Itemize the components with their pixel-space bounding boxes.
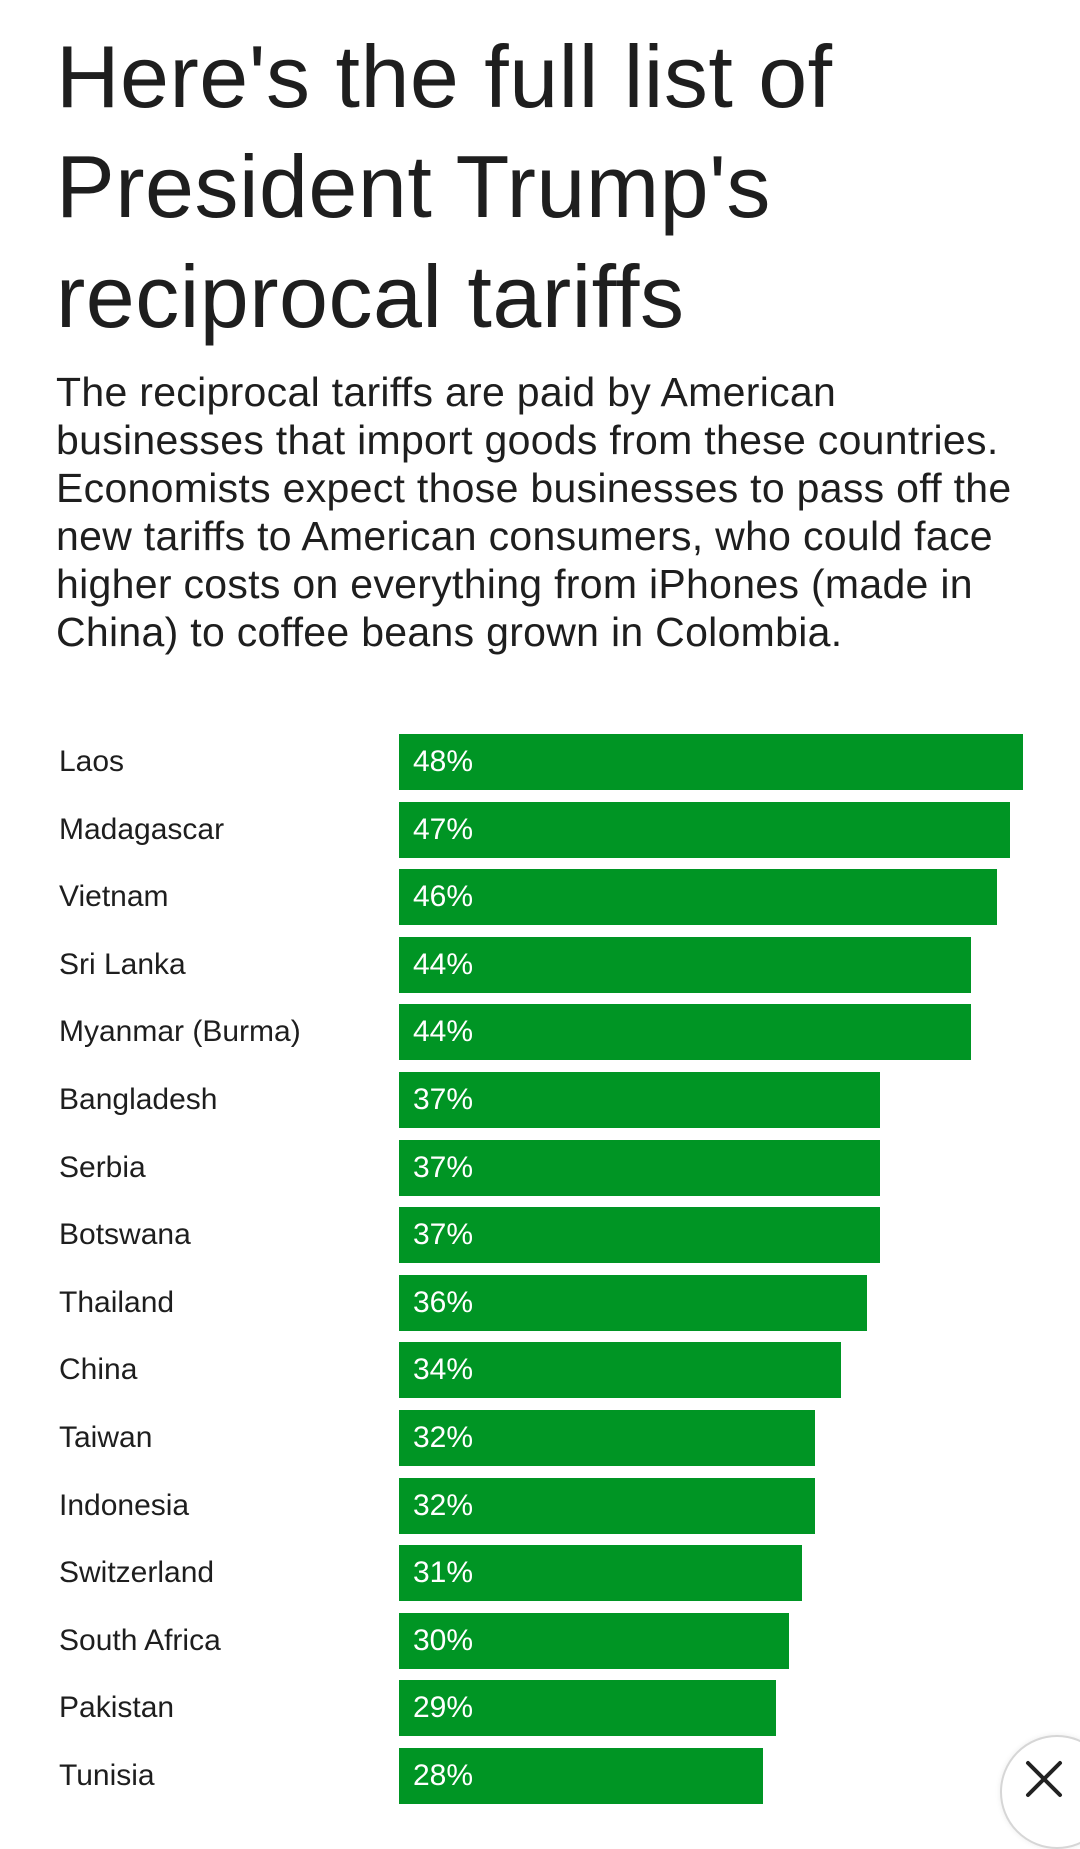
country-label: Switzerland — [59, 1556, 215, 1590]
tariff-bar: 28% — [399, 1748, 763, 1804]
tariff-bar: 34% — [399, 1342, 841, 1399]
tariff-bar: 37% — [399, 1207, 880, 1264]
tariff-value-label: 37% — [413, 1218, 474, 1252]
country-label: Thailand — [59, 1285, 175, 1319]
tariff-value-label: 48% — [413, 745, 474, 778]
tariff-bar: 37% — [399, 1139, 880, 1196]
tariff-value-label: 29% — [413, 1691, 474, 1725]
chart-row: Vietnam 46% — [0, 869, 1080, 926]
tariff-bar: 46% — [399, 869, 997, 926]
country-label: Madagascar — [59, 812, 225, 846]
tariff-bar-chart: Laos 48% Madagascar 47% Vietnam 46% Sri Lanka 4… — [0, 734, 1080, 1804]
chart-row: Thailand 36% — [0, 1274, 1080, 1331]
chart-row: Indonesia 32% — [0, 1477, 1080, 1534]
tariff-bar: 31% — [399, 1545, 802, 1602]
tariff-value-label: 44% — [413, 1015, 474, 1049]
country-label: South Africa — [59, 1623, 221, 1657]
country-label: Sri Lanka — [59, 947, 186, 981]
country-label: Serbia — [59, 1150, 146, 1184]
tariff-bar: 44% — [399, 936, 971, 993]
page-subtitle: The reciprocal tariffs are paid by Ameri… — [56, 369, 1012, 655]
close-icon — [1026, 1761, 1062, 1797]
chart-row: South Africa 30% — [0, 1612, 1080, 1669]
tariff-value-label: 30% — [413, 1623, 474, 1657]
tariff-value-label: 46% — [413, 880, 474, 914]
chart-row: Serbia 37% — [0, 1139, 1080, 1196]
country-label: Laos — [59, 745, 125, 778]
country-label: China — [59, 1353, 138, 1387]
chart-row: Botswana 37% — [0, 1207, 1080, 1264]
tariff-value-label: 32% — [413, 1488, 474, 1522]
chart-row: Pakistan 29% — [0, 1680, 1080, 1737]
country-label: Tunisia — [59, 1759, 155, 1792]
tariff-value-label: 31% — [413, 1556, 474, 1590]
tariff-bar: 32% — [399, 1410, 815, 1466]
chart-row: China 34% — [0, 1342, 1080, 1399]
chart-row: Tunisia 28% — [0, 1748, 1080, 1804]
chart-row: Myanmar (Burma) 44% — [0, 1004, 1080, 1061]
tariff-bar: 30% — [399, 1612, 789, 1669]
tariff-value-label: 34% — [413, 1353, 474, 1387]
tariff-value-label: 47% — [413, 812, 474, 846]
country-label: Bangladesh — [59, 1083, 218, 1116]
tariff-value-label: 37% — [413, 1083, 474, 1116]
page-title: Here's the full list of President Trump'… — [56, 27, 833, 346]
tariff-value-label: 37% — [413, 1150, 474, 1184]
chart-row: Madagascar 47% — [0, 801, 1080, 858]
country-label: Myanmar (Burma) — [59, 1015, 301, 1049]
country-label: Pakistan — [59, 1691, 175, 1725]
tariff-bar: 48% — [399, 734, 1023, 790]
tariff-bar: 44% — [399, 1004, 971, 1061]
tariff-value-label: 44% — [413, 947, 474, 981]
tariff-bar: 37% — [399, 1072, 880, 1128]
country-label: Taiwan — [59, 1421, 153, 1454]
tariff-bar: 32% — [399, 1477, 815, 1534]
chart-row: Switzerland 31% — [0, 1545, 1080, 1602]
country-label: Botswana — [59, 1218, 191, 1252]
chart-row: Taiwan 32% — [0, 1410, 1080, 1466]
tariff-value-label: 28% — [413, 1759, 474, 1792]
tariff-bar: 36% — [399, 1274, 867, 1331]
chart-row: Sri Lanka 44% — [0, 936, 1080, 993]
tariff-value-label: 36% — [413, 1285, 474, 1319]
chart-row: Laos 48% — [0, 734, 1080, 790]
tariff-value-label: 32% — [413, 1421, 474, 1454]
country-label: Indonesia — [59, 1488, 190, 1522]
country-label: Vietnam — [59, 880, 169, 914]
chart-row: Bangladesh 37% — [0, 1072, 1080, 1128]
tariff-bar: 47% — [399, 801, 1010, 858]
tariff-bar: 29% — [399, 1680, 776, 1737]
